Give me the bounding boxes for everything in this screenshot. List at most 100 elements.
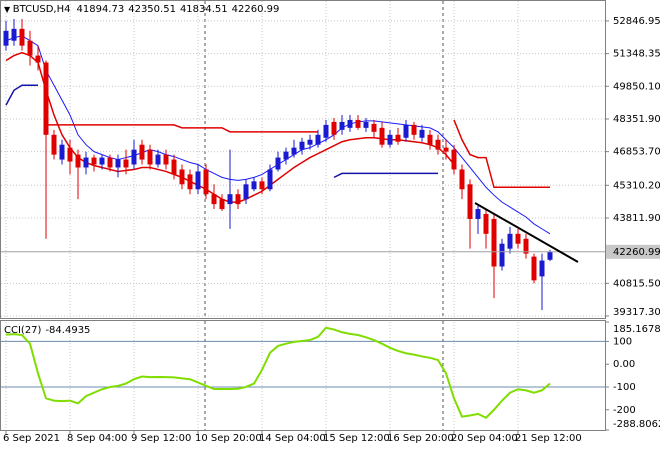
x-tick-label: 21 Sep 12:00 [515, 433, 582, 444]
candle-body [155, 154, 161, 165]
candle-body [83, 157, 89, 168]
header-low: 41834.51 [180, 4, 228, 15]
cci-frame [0, 320, 606, 431]
candle-body [323, 124, 329, 138]
indicator-line [46, 124, 318, 133]
candle-body [51, 134, 57, 155]
header-close: 42260.99 [232, 4, 280, 15]
header-open: 41894.73 [77, 4, 125, 15]
candle-body [395, 134, 401, 142]
x-tick-label: 9 Sep 12:00 [131, 433, 191, 444]
y-tick-label: 185.1678 [613, 324, 660, 335]
candle-body [387, 134, 393, 145]
candle-body [539, 260, 545, 277]
y-tick-label: 40815.50 [613, 278, 660, 289]
candle-body [443, 147, 449, 152]
candle-body [187, 174, 193, 190]
y-tick-label: 45310.20 [613, 180, 660, 191]
candle-body [523, 238, 529, 254]
candle-body [291, 147, 297, 155]
y-tick-label: 39317.30 [613, 307, 660, 318]
candle-body [467, 184, 473, 219]
y-tick-label: 0.00 [613, 359, 635, 370]
candle-body [355, 119, 361, 128]
cci-current: -84.4935 [45, 325, 90, 336]
candle-body [11, 28, 17, 41]
candle-body [115, 159, 121, 168]
y-tick-label: 52846.95 [613, 16, 660, 27]
candle-body [531, 256, 537, 281]
candle-body [235, 194, 241, 205]
y-tick-label: 51348.35 [613, 49, 660, 60]
candle-body [251, 181, 257, 190]
candle-body [259, 181, 265, 190]
candle-body [195, 171, 201, 190]
candle-body [99, 157, 105, 165]
candle-body [267, 169, 273, 190]
x-tick-label: 14 Sep 04:00 [259, 433, 326, 444]
candle-body [131, 149, 137, 165]
indicator-line [453, 119, 550, 189]
candle-body [403, 124, 409, 138]
candle-body [435, 139, 441, 150]
candle-body [147, 149, 153, 165]
candle-body [475, 209, 481, 219]
candle-body [43, 62, 49, 135]
candle-body [3, 30, 9, 46]
candle-body [315, 134, 321, 145]
candle-body [123, 159, 129, 168]
candle-body [203, 169, 209, 195]
candle-body [75, 154, 81, 168]
x-tick-label: 8 Sep 04:00 [67, 433, 127, 444]
candle-body [411, 124, 417, 135]
candle-body [299, 141, 305, 150]
x-tick-label: 6 Sep 2021 [3, 433, 60, 444]
cci-title: CCI(27) [4, 325, 42, 336]
x-tick-label: 20 Sep 04:00 [451, 433, 518, 444]
candle-body [491, 218, 497, 267]
header-high: 42350.51 [128, 4, 176, 15]
symbol: BTCUSD,H4 [13, 4, 71, 15]
indicator-line [333, 172, 438, 179]
candle-body [59, 144, 65, 160]
y-tick-label: 43811.90 [613, 213, 660, 224]
main-frame [0, 0, 606, 319]
x-tick-label: 10 Sep 20:00 [195, 433, 262, 444]
candle-body [507, 233, 513, 249]
candle-body [419, 129, 425, 138]
candle-body [459, 169, 465, 190]
candle-body [451, 149, 457, 170]
candle-body [219, 199, 225, 210]
y-tick-label: 49850.10 [613, 81, 660, 92]
candle-body [275, 157, 281, 170]
y-tick-label: -200 [613, 405, 636, 416]
candle-body [547, 251, 553, 260]
candle-body [179, 169, 185, 185]
current-price-box [606, 244, 660, 259]
candle-body [91, 157, 97, 165]
candle-body [339, 121, 345, 130]
candle-body [211, 194, 217, 205]
candle-body [243, 184, 249, 200]
candle-body [427, 134, 433, 145]
candle-body [67, 147, 73, 162]
y-tick-label: -100 [613, 382, 636, 393]
y-tick-label: 46853.70 [613, 147, 660, 158]
candle-body [163, 154, 169, 165]
candle-body [499, 243, 505, 267]
trend-line [474, 202, 579, 263]
candle-body [331, 121, 337, 135]
candle-body [307, 139, 313, 145]
cci-line [5, 326, 551, 419]
cci-header: CCI(27) -84.4935 [4, 325, 90, 336]
current-price-label: 42260.99 [613, 247, 660, 258]
candle-body [27, 40, 33, 56]
candle-body [19, 28, 25, 46]
candle-body [139, 144, 145, 160]
candle-body [107, 157, 113, 168]
y-tick-label: 100 [613, 336, 632, 347]
candle-body [347, 119, 353, 128]
candle-body [363, 121, 369, 128]
